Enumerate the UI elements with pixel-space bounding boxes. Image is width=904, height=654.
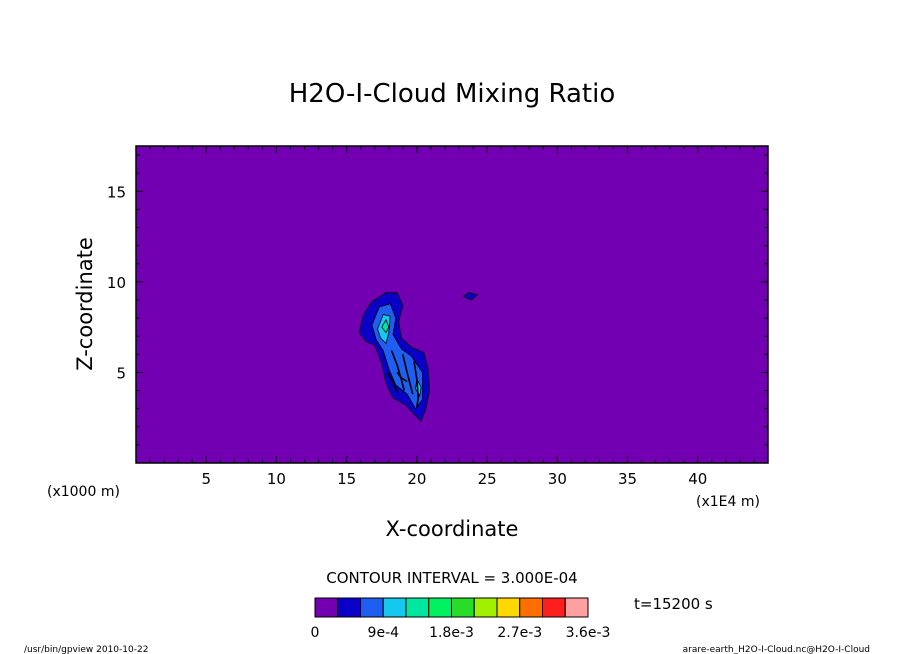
colorbar-labels: 0 9e-4 1.8e-3 2.7e-3 3.6e-3: [311, 625, 611, 641]
contour-line: [413, 361, 420, 407]
plot-area: [135, 145, 769, 464]
axis-ticks: [135, 146, 769, 464]
plot-frame: [135, 145, 769, 464]
x-tick-label: 10: [267, 470, 286, 488]
colorbar-swatch: [564, 597, 589, 618]
chart-title: H2O-I-Cloud Mixing Ratio: [289, 79, 616, 109]
contour-line: [386, 371, 398, 393]
colorbar-label: 2.7e-3: [497, 625, 542, 641]
colorbar-swatch: [473, 597, 498, 618]
x-tick-label: 30: [548, 470, 567, 488]
y-tick-label: 10: [107, 274, 126, 292]
footer-right: arare-earth_H2O-I-Cloud.nc@H2O-I-Cloud: [683, 645, 870, 654]
cloud-region-level-4: [381, 318, 390, 334]
colorbar-label: 1.8e-3: [429, 625, 474, 641]
y-tick-label: 5: [116, 364, 126, 382]
colorbar-swatch: [496, 597, 521, 618]
contour-interval-text: CONTOUR INTERVAL = 3.000E-04: [326, 569, 577, 587]
colorbar-swatch: [337, 597, 361, 618]
colorbar-swatch: [360, 597, 384, 618]
colorbar-swatch: [382, 597, 407, 618]
colorbar-swatch: [405, 597, 430, 618]
y-tick-labels: 5 10 15: [107, 183, 126, 382]
colorbar-swatch: [542, 597, 566, 618]
contour-line: [390, 350, 405, 391]
y-axis-unit: (x1000 m): [47, 484, 120, 500]
contour-line: [396, 371, 408, 383]
cloud-region-level-1: [462, 292, 479, 301]
footer-left: /usr/bin/gpview 2010-10-22: [24, 645, 148, 654]
colorbar-swatch: [519, 597, 543, 618]
plot-background: [136, 146, 768, 463]
colorbar-swatch: [428, 597, 452, 618]
x-tick-label: 35: [618, 470, 637, 488]
contour-line: [402, 354, 414, 395]
x-axis-label: X-coordinate: [386, 517, 519, 541]
time-text: t=15200 s: [634, 595, 713, 613]
x-tick-label: 40: [688, 470, 707, 488]
contour-lines: [386, 350, 420, 407]
x-tick-label: 25: [478, 470, 497, 488]
x-tick-labels: 5 10 15 20 25 30 35 40: [201, 470, 707, 488]
colorbar-swatch: [451, 597, 475, 618]
colorbar-swatch: [314, 597, 339, 618]
y-tick-label: 15: [107, 183, 126, 201]
colorbar-label: 3.6e-3: [566, 625, 611, 641]
y-axis-label: Z-coordinate: [73, 237, 97, 371]
colorbar-label: 0: [311, 625, 320, 641]
x-tick-label: 5: [201, 470, 211, 488]
x-tick-label: 20: [407, 470, 426, 488]
x-axis-unit: (x1E4 m): [696, 494, 760, 510]
colorbar-label: 9e-4: [368, 625, 400, 641]
x-tick-label: 15: [337, 470, 356, 488]
colorbar: [314, 597, 589, 618]
